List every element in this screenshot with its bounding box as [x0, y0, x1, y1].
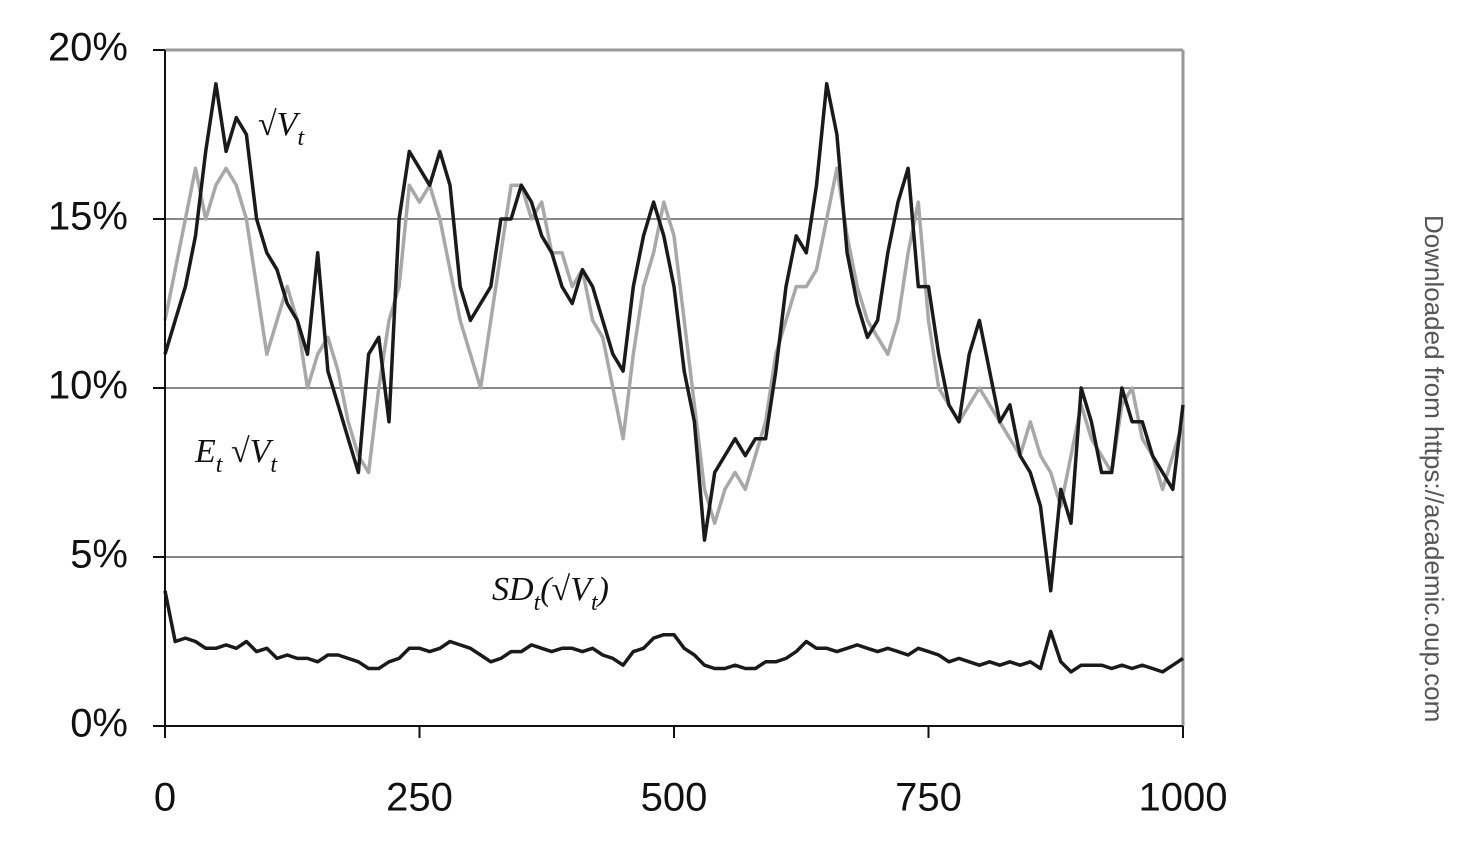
annotation: Et √Vt [194, 433, 278, 478]
annotation-text: √V [258, 106, 302, 143]
x-tick-label: 250 [386, 776, 453, 820]
annotation-text: (√V [540, 571, 595, 608]
line-series [163, 166, 1185, 525]
line-series [163, 82, 1185, 593]
annotation-text: SD [492, 571, 534, 608]
x-tick-label: 500 [641, 776, 708, 820]
annotation-subscript: t [534, 590, 542, 616]
annotation-text: E [194, 433, 216, 470]
line-series [163, 590, 1184, 674]
y-tick-label: 5% [70, 533, 128, 577]
x-tick-label: 0 [154, 776, 176, 820]
annotation-subscript: t [591, 590, 599, 616]
watermark: Downloaded from https://academic.oup.com [1419, 215, 1449, 722]
y-tick-label: 20% [48, 26, 128, 70]
annotation: SDt(√Vt) [492, 571, 609, 616]
annotation-subscript: t [216, 452, 224, 478]
y-tick-label: 15% [48, 195, 128, 239]
x-tick-label: 1000 [1139, 776, 1228, 820]
annotation-subscript: t [270, 452, 278, 478]
annotation-text: ) [596, 571, 609, 608]
y-tick-label: 10% [48, 364, 128, 408]
x-tick-label: 750 [895, 776, 962, 820]
annotation: √Vt [258, 106, 305, 151]
annotation-subscript: t [297, 125, 305, 151]
y-tick-label: 0% [70, 702, 128, 746]
annotation-text: √V [222, 433, 274, 470]
